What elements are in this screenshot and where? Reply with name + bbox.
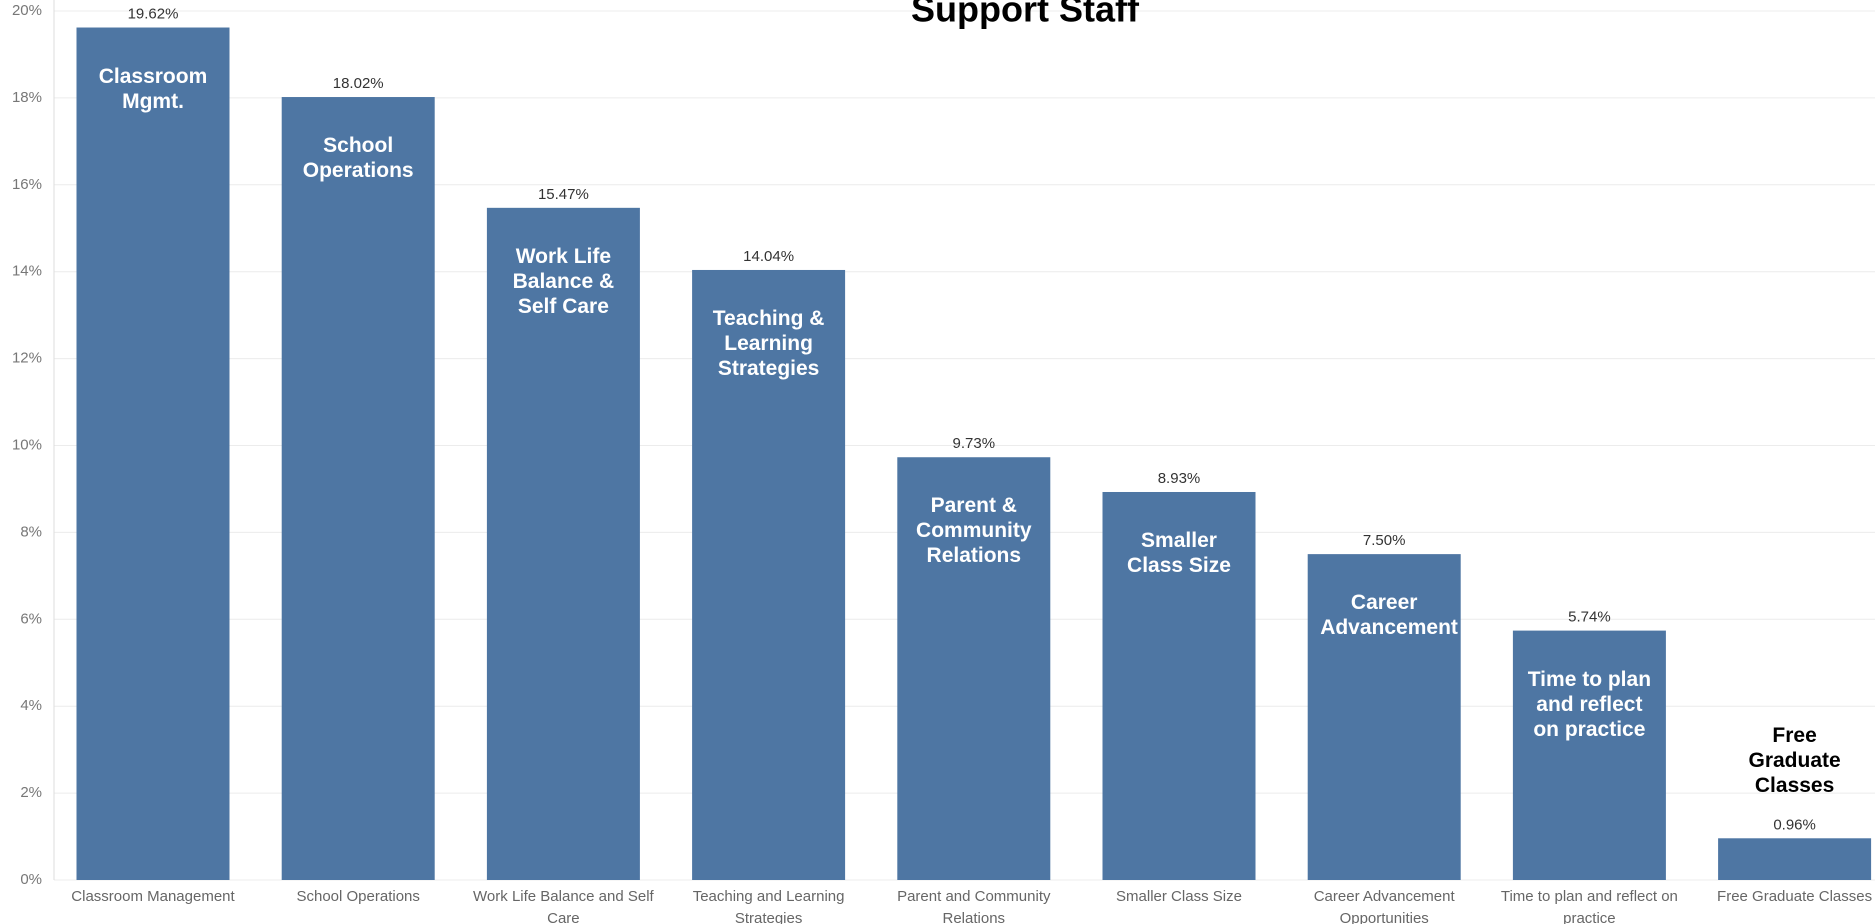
bar-annotation: Free Graduate Classes [1748,724,1841,798]
x-tick-label: School Operations [296,888,420,905]
bar [1102,491,1256,880]
x-tick-label: Work Life Balance and Self Care [473,888,654,924]
x-tick-label: Career Advancement Opportunities [1313,888,1455,924]
value-label: 15.47% [538,186,589,203]
chart-title: Support Staff [911,0,1140,30]
bar [1512,630,1666,880]
x-tick-label: Smaller Class Size [1116,888,1242,905]
bar-annotation: Smaller Class Size [1127,528,1231,577]
y-tick-label: 18% [12,89,42,106]
x-tick-label: Free Graduate Classes [1717,888,1873,905]
value-label: 8.93% [1158,470,1201,487]
y-tick-label: 8% [20,523,42,540]
bar [1307,554,1461,880]
bar-annotation: Work Life Balance & Self Care [512,244,615,318]
y-tick-label: 0% [20,871,42,888]
y-tick-label: 14% [12,263,42,280]
bar [897,457,1051,880]
bar-annotation: Parent & Community Relations [916,494,1032,568]
x-tick-label: Teaching and Learning Strategies [692,888,845,924]
value-label: 19.62% [128,5,179,22]
x-tick-label: Classroom Management [71,888,235,905]
y-tick-label: 16% [12,176,42,193]
y-tick-label: 6% [20,610,42,627]
x-tick-label: Parent and Community Relations [897,888,1051,924]
bar-annotation: School Operations [302,134,414,183]
bar [1718,838,1872,880]
bar [486,207,640,881]
value-label: 18.02% [333,75,384,92]
value-label: 0.96% [1773,816,1816,833]
bar-annotation: Teaching & Learning Strategies [712,306,825,380]
y-tick-label: 2% [20,784,42,801]
value-label: 5.74% [1568,609,1611,626]
y-tick-label: 20% [12,2,42,19]
bar [692,269,846,880]
bar-annotation: Classroom Mgmt. [98,64,208,113]
value-label: 7.50% [1363,532,1406,549]
bar-annotation: Time to plan and reflect on practice [1527,667,1652,741]
value-label: 9.73% [953,435,996,452]
y-tick-label: 10% [12,436,42,453]
value-label: 14.04% [743,248,794,265]
x-tick-label: Time to plan and reflect on practice [1500,888,1678,924]
bar [281,97,435,880]
y-tick-label: 4% [20,697,42,714]
y-tick-label: 12% [12,350,42,367]
bar [76,27,230,881]
bar-annotation: Career Advancement [1320,591,1458,640]
